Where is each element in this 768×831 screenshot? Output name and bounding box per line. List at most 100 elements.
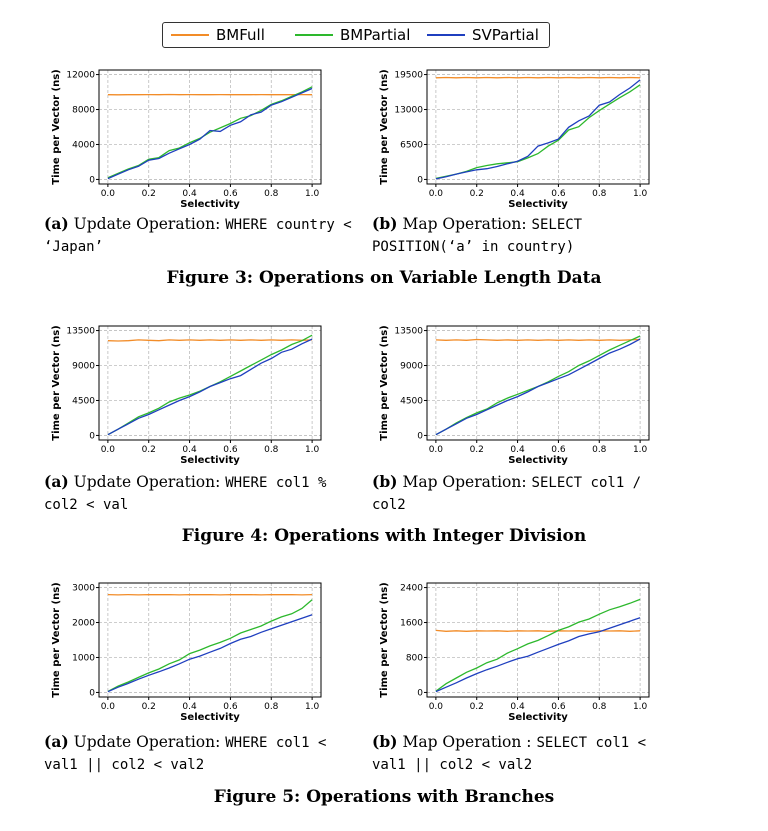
x-axis-label: Selectivity [180, 199, 240, 210]
y-tick-label: 1600 [400, 619, 423, 629]
chart-svg: 0.0 0.2 0.4 0.6 0.8 1.0 0 4500 9000 13500 Selectiv… [379, 325, 650, 466]
caption-text: Map Operation : [402, 733, 532, 751]
caption-label: (a) [44, 214, 69, 233]
y-tick-label: 4500 [400, 396, 423, 406]
series-line-bmpartial [435, 335, 641, 436]
x-axis-label: Selectivity [180, 455, 240, 466]
y-tick-label: 13000 [394, 106, 423, 116]
series-line-svpartial [107, 614, 313, 693]
legend-swatch-svpartial [427, 34, 465, 36]
caption-3a: (a) Update Operation: WHERE country < ‘J… [44, 213, 354, 258]
x-tick-label: 0.0 [101, 702, 116, 712]
chart-svg: 0.0 0.2 0.4 0.6 0.8 1.0 0 6500 13000 19500 Selecti… [379, 69, 650, 210]
x-axis-label: Selectivity [180, 712, 240, 723]
x-tick-label: 0.0 [101, 445, 116, 455]
caption-label: (b) [372, 214, 398, 233]
x-axis-label: Selectivity [508, 199, 568, 210]
legend-swatch-bmpartial [295, 34, 333, 36]
x-tick-label: 1.0 [633, 445, 648, 455]
y-tick-label: 8000 [72, 106, 95, 116]
series-line-svpartial [107, 87, 313, 180]
legend-item-bmfull: BMFull [171, 26, 265, 44]
chart-panel-3b: 0.0 0.2 0.4 0.6 0.8 1.0 0 6500 13000 19500 Selecti… [372, 64, 672, 214]
x-tick-label: 0.0 [429, 702, 444, 712]
legend-item-bmpartial: BMPartial [295, 26, 410, 44]
chart-panel-4b: 0.0 0.2 0.4 0.6 0.8 1.0 0 4500 9000 13500 Selectiv… [372, 320, 672, 470]
series-line-svpartial [435, 338, 641, 436]
x-tick-label: 0.6 [223, 189, 238, 199]
x-tick-label: 0.4 [182, 445, 197, 455]
y-tick-label: 0 [89, 175, 95, 185]
series-line-svpartial [435, 79, 641, 180]
series-line-svpartial [435, 617, 641, 693]
caption-code: WHERE col1 < val1 || col2 < val2 [44, 735, 327, 773]
y-axis-label: Time per Vector (ns) [51, 325, 62, 440]
legend-swatch-bmfull [171, 34, 209, 36]
y-axis-label: Time per Vector (ns) [51, 582, 62, 697]
x-tick-label: 0.4 [182, 702, 197, 712]
x-tick-label: 0.8 [264, 189, 279, 199]
caption-label: (b) [372, 732, 398, 751]
y-axis-label: Time per Vector (ns) [379, 69, 390, 184]
x-tick-label: 1.0 [633, 189, 648, 199]
y-tick-label: 4000 [72, 140, 95, 150]
x-tick-label: 0.0 [429, 445, 444, 455]
chart-panel-5a: 0.0 0.2 0.4 0.6 0.8 1.0 0 1000 2000 3000 Selectivi… [44, 577, 344, 727]
y-tick-label: 9000 [400, 362, 423, 372]
x-tick-label: 0.4 [182, 189, 197, 199]
x-tick-label: 1.0 [633, 702, 648, 712]
caption-text: Update Operation: [73, 473, 221, 491]
series-line-bmpartial [435, 598, 641, 692]
y-tick-label: 2000 [72, 619, 95, 629]
y-tick-label: 800 [406, 653, 423, 663]
plot-frame [98, 582, 322, 698]
x-tick-label: 0.2 [142, 702, 156, 712]
y-tick-label: 0 [89, 431, 95, 441]
legend-label: BMFull [216, 26, 265, 44]
chart-svg: 0.0 0.2 0.4 0.6 0.8 1.0 0 4000 8000 12000 Selectiv… [51, 69, 322, 210]
legend-label: BMPartial [340, 26, 411, 44]
x-tick-label: 0.8 [264, 445, 279, 455]
x-tick-label: 0.2 [470, 189, 484, 199]
y-tick-label: 3000 [72, 584, 95, 594]
y-tick-label: 0 [417, 431, 423, 441]
x-tick-label: 0.6 [223, 445, 238, 455]
series-line-bmpartial [107, 599, 313, 692]
plot-frame [98, 69, 322, 185]
x-tick-label: 0.4 [510, 189, 525, 199]
x-tick-label: 0.2 [470, 445, 484, 455]
series-line-svpartial [107, 338, 313, 436]
y-tick-label: 4500 [72, 396, 95, 406]
x-tick-label: 0.8 [592, 445, 607, 455]
y-tick-label: 2400 [400, 584, 423, 594]
y-tick-label: 6500 [400, 140, 423, 150]
caption-label: (a) [44, 732, 69, 751]
chart-svg: 0.0 0.2 0.4 0.6 0.8 1.0 0 4500 9000 13500 Selectiv… [51, 325, 322, 466]
caption-text: Update Operation: [73, 215, 221, 233]
x-tick-label: 0.2 [142, 445, 156, 455]
x-tick-label: 0.6 [223, 702, 238, 712]
figure-4-title: Figure 4: Operations with Integer Divisi… [181, 526, 587, 546]
x-tick-label: 0.8 [592, 189, 607, 199]
x-tick-label: 0.4 [510, 702, 525, 712]
plot-frame [426, 582, 650, 698]
y-axis-label: Time per Vector (ns) [51, 69, 62, 184]
series-line-bmpartial [107, 86, 313, 179]
series-line-bmfull [435, 338, 641, 341]
x-tick-label: 0.8 [592, 702, 607, 712]
series-line-bmpartial [435, 84, 641, 180]
caption-4b: (b) Map Operation: SELECT col1 / col2 [372, 471, 682, 516]
plot-frame [426, 69, 650, 185]
y-tick-label: 1000 [72, 653, 95, 663]
x-tick-label: 1.0 [305, 445, 320, 455]
caption-3b: (b) Map Operation: SELECT POSITION(‘a’ i… [372, 213, 672, 258]
legend-item-svpartial: SVPartial [427, 26, 539, 44]
y-axis-label: Time per Vector (ns) [379, 582, 390, 697]
x-tick-label: 0.6 [551, 702, 566, 712]
x-axis-label: Selectivity [508, 455, 568, 466]
series-line-bmfull [107, 339, 313, 342]
x-tick-label: 0.4 [510, 445, 525, 455]
x-tick-label: 0.2 [142, 189, 156, 199]
chart-panel-5b: 0.0 0.2 0.4 0.6 0.8 1.0 0 800 1600 2400 Selectivit… [372, 577, 672, 727]
y-tick-label: 0 [417, 175, 423, 185]
